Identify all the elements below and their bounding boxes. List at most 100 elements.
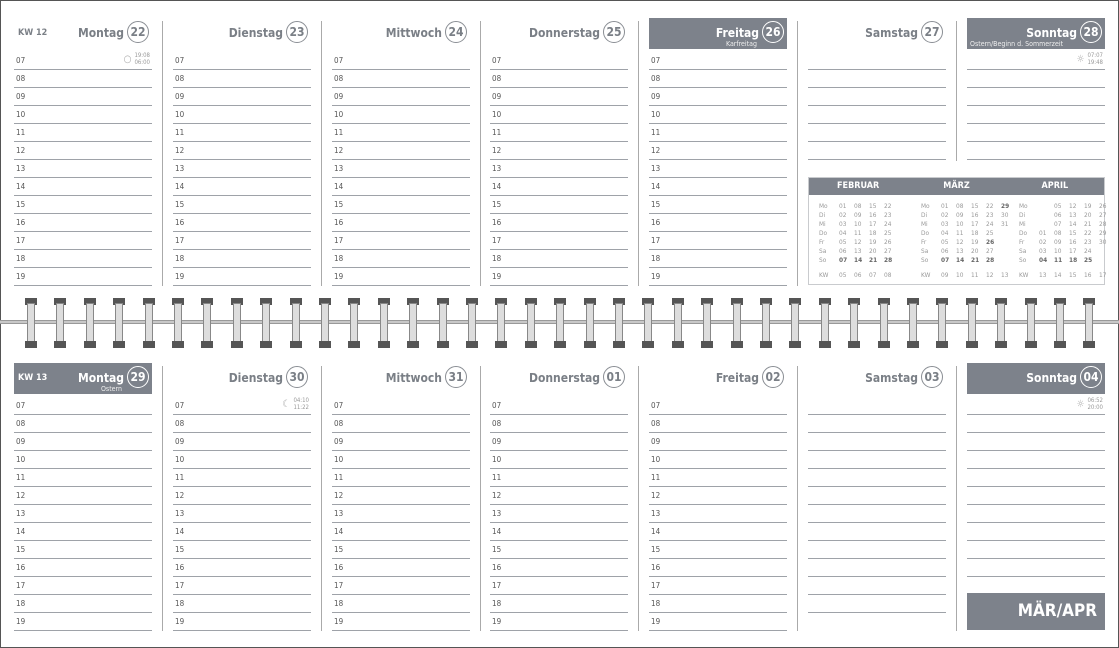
hour-row[interactable]: 11 [173, 469, 311, 487]
day-column-freitag[interactable]: Freitag 02 07 08 09 10 11 12 13 14 15 16 17 18 19 [649, 363, 787, 633]
day-column-mittwoch[interactable]: Mittwoch 24 07 08 09 10 11 12 13 14 15 16 17 18 19 [332, 18, 470, 288]
hour-row[interactable]: 19 [649, 613, 787, 631]
hour-row[interactable] [967, 124, 1105, 142]
hour-row[interactable]: 12 [173, 487, 311, 505]
hour-row[interactable]: 10 [14, 451, 152, 469]
hour-row[interactable]: 10 [173, 106, 311, 124]
hour-row[interactable]: 19 [490, 613, 628, 631]
hour-row[interactable]: 18 [490, 250, 628, 268]
hour-row[interactable]: 09 [173, 433, 311, 451]
hour-row[interactable] [967, 70, 1105, 88]
hour-row[interactable]: 07 [490, 52, 628, 70]
hour-row[interactable]: 11 [173, 124, 311, 142]
day-column-samstag[interactable]: Samstag 03 [808, 363, 946, 633]
hour-row[interactable]: 14 [173, 523, 311, 541]
hour-row[interactable]: 13 [649, 505, 787, 523]
hour-row[interactable]: 17 [14, 232, 152, 250]
hour-row[interactable]: ☼ 07:07 19:48 [967, 52, 1105, 70]
hour-row[interactable] [808, 559, 946, 577]
hour-row[interactable] [808, 487, 946, 505]
hour-row[interactable]: 15 [14, 541, 152, 559]
day-column-donnerstag[interactable]: Donnerstag 25 07 08 09 10 11 12 13 14 15 16 17 18 19 [490, 18, 628, 288]
hour-row[interactable]: 18 [649, 250, 787, 268]
hour-row[interactable]: 08 [649, 415, 787, 433]
hour-row[interactable] [808, 433, 946, 451]
hour-row[interactable]: 11 [490, 469, 628, 487]
hour-row[interactable]: 19 [490, 268, 628, 286]
hour-row[interactable]: 14 [14, 178, 152, 196]
hour-row[interactable] [808, 505, 946, 523]
hour-row[interactable]: 19 [332, 268, 470, 286]
hour-row[interactable]: 15 [490, 196, 628, 214]
hour-row[interactable]: 15 [649, 196, 787, 214]
hour-row[interactable]: 14 [649, 523, 787, 541]
hour-row[interactable]: 17 [173, 232, 311, 250]
hour-row[interactable]: 12 [332, 487, 470, 505]
hour-row[interactable]: 07 [332, 52, 470, 70]
day-column-freitag[interactable]: Freitag 26 Karfreitag 07 08 09 10 11 12 13 14 15 16 1… [649, 18, 787, 288]
hour-row[interactable]: 15 [649, 541, 787, 559]
hour-row[interactable]: 18 [14, 595, 152, 613]
hour-row[interactable]: 15 [173, 541, 311, 559]
hour-row[interactable]: 07 [332, 397, 470, 415]
hour-row[interactable]: 16 [490, 214, 628, 232]
hour-row[interactable]: 17 [649, 232, 787, 250]
hour-row[interactable] [967, 142, 1105, 160]
hour-row[interactable]: 09 [649, 433, 787, 451]
hour-row[interactable]: 09 [490, 433, 628, 451]
hour-row[interactable]: 07 [173, 52, 311, 70]
hour-row[interactable]: 08 [14, 415, 152, 433]
hour-row[interactable]: 08 [173, 415, 311, 433]
hour-row[interactable] [967, 451, 1105, 469]
hour-row[interactable]: 12 [14, 487, 152, 505]
hour-row[interactable]: 17 [649, 577, 787, 595]
day-column-dienstag[interactable]: Dienstag 30 07 ☾ 04:10 11:22 08 09 10 11 12 13 14 15 1… [173, 363, 311, 633]
hour-row[interactable]: 10 [332, 451, 470, 469]
hour-row[interactable]: 09 [14, 433, 152, 451]
hour-row[interactable]: 12 [490, 142, 628, 160]
hour-row[interactable]: 18 [173, 250, 311, 268]
hour-row[interactable]: 19 [332, 613, 470, 631]
day-column-dienstag[interactable]: Dienstag 23 07 08 09 10 11 12 13 14 15 16 17 18 19 [173, 18, 311, 288]
hour-row[interactable]: 13 [173, 160, 311, 178]
hour-row[interactable] [808, 469, 946, 487]
hour-row[interactable]: 09 [649, 88, 787, 106]
hour-row[interactable]: 11 [332, 124, 470, 142]
hour-row[interactable]: 16 [649, 559, 787, 577]
day-column-mittwoch[interactable]: Mittwoch 31 07 08 09 10 11 12 13 14 15 16 17 18 19 [332, 363, 470, 633]
hour-row[interactable]: 17 [173, 577, 311, 595]
hour-row[interactable]: 10 [173, 451, 311, 469]
hour-row[interactable]: 10 [332, 106, 470, 124]
hour-row[interactable] [967, 559, 1105, 577]
hour-row[interactable] [967, 88, 1105, 106]
hour-row[interactable] [967, 415, 1105, 433]
hour-row[interactable]: 17 [490, 577, 628, 595]
day-column-sonntag[interactable]: Sonntag 04 ☼ 06:52 20:00 [967, 363, 1105, 633]
hour-row[interactable] [808, 88, 946, 106]
hour-row[interactable]: 12 [14, 142, 152, 160]
hour-row[interactable]: 16 [332, 559, 470, 577]
hour-row[interactable]: 08 [14, 70, 152, 88]
hour-row[interactable] [808, 577, 946, 595]
hour-row[interactable]: 18 [332, 595, 470, 613]
hour-row[interactable]: 11 [332, 469, 470, 487]
hour-row[interactable]: 16 [173, 214, 311, 232]
hour-row[interactable]: 07 [14, 397, 152, 415]
day-column-montag[interactable]: KW 12 Montag 22 07 ○ 19:08 06:00 08 09 10 11 12 13 14… [14, 18, 152, 288]
hour-row[interactable]: 19 [14, 268, 152, 286]
hour-row[interactable]: 09 [14, 88, 152, 106]
hour-row[interactable]: 09 [332, 88, 470, 106]
hour-row[interactable]: 09 [332, 433, 470, 451]
hour-row[interactable]: 13 [14, 505, 152, 523]
hour-row[interactable]: 18 [490, 595, 628, 613]
hour-row[interactable]: 12 [649, 487, 787, 505]
hour-row[interactable]: 08 [490, 70, 628, 88]
hour-row[interactable]: 16 [14, 214, 152, 232]
hour-row[interactable]: 13 [332, 160, 470, 178]
hour-row[interactable]: 11 [649, 124, 787, 142]
hour-row[interactable]: 12 [332, 142, 470, 160]
hour-row[interactable]: 13 [490, 160, 628, 178]
hour-row[interactable]: 19 [649, 268, 787, 286]
hour-row[interactable]: 11 [14, 469, 152, 487]
day-column-donnerstag[interactable]: Donnerstag 01 07 08 09 10 11 12 13 14 15 16 17 18 19 [490, 363, 628, 633]
